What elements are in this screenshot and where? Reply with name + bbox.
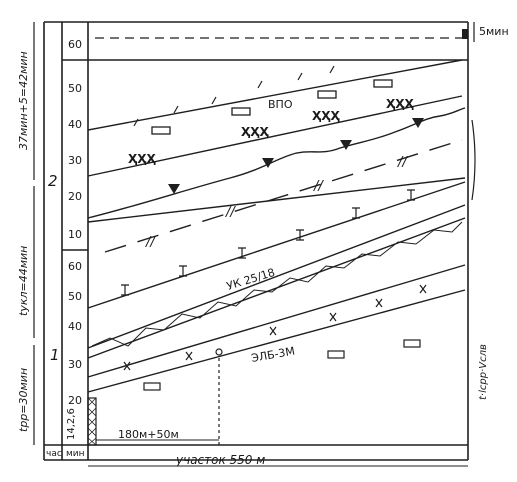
tick-label: 10 bbox=[68, 228, 82, 241]
unit-hour: час bbox=[46, 449, 62, 459]
quantity-label: 2 bbox=[48, 172, 58, 190]
tick-label: 40 bbox=[68, 118, 82, 131]
down-arrow-icon bbox=[168, 184, 180, 194]
tick-label: 50 bbox=[68, 82, 82, 95]
right-bracket bbox=[471, 119, 476, 201]
svg-text://: // bbox=[145, 235, 156, 250]
machine-icon bbox=[403, 339, 421, 348]
elb-label: ЭЛБ-3М bbox=[250, 345, 296, 365]
hour-mark-1: 1 bbox=[50, 346, 60, 364]
line-upper-wave bbox=[87, 107, 466, 219]
machine-icon bbox=[143, 382, 161, 391]
label-trr: tрр=30мин bbox=[17, 368, 30, 432]
worker-group-icon: ҲҲҲ bbox=[241, 125, 270, 139]
uk-zigzag-truss bbox=[91, 221, 463, 347]
svg-text://: // bbox=[397, 155, 408, 170]
start-hatch-pattern bbox=[87, 397, 97, 446]
svg-text://: // bbox=[313, 179, 324, 194]
right-side-label: t·lсрр·Vслв bbox=[478, 344, 489, 400]
upper-dash-marks: // // // // bbox=[145, 155, 408, 250]
down-arrow-icon bbox=[340, 140, 352, 150]
start-hatch-block bbox=[87, 397, 97, 446]
five-minute-marker bbox=[462, 29, 468, 39]
tick-label: 60 bbox=[68, 260, 82, 273]
tick-label: 40 bbox=[68, 320, 82, 333]
line-uk-lower bbox=[87, 204, 466, 349]
uk-schedule-lines bbox=[87, 181, 466, 359]
vpo-label: ВПО bbox=[268, 98, 293, 111]
elb-schedule-lines bbox=[87, 264, 466, 393]
dimension-point bbox=[215, 348, 223, 356]
wave-arrows bbox=[168, 118, 424, 194]
uk-i-marks bbox=[121, 189, 415, 296]
machine-icon bbox=[231, 107, 251, 116]
vpo-machine-icons bbox=[151, 79, 393, 135]
tick-label: 30 bbox=[68, 358, 82, 371]
diagram-frame bbox=[43, 21, 469, 461]
tick-label: 14,2,6 bbox=[66, 408, 77, 440]
unit-minute: мин bbox=[66, 449, 85, 459]
machine-icon bbox=[151, 126, 171, 135]
down-arrow-icon bbox=[262, 158, 274, 168]
elb-cross-marks bbox=[123, 284, 427, 371]
label-upper-duration: 37мин+5=42мин bbox=[17, 51, 30, 150]
minute-axis-upper: 60 50 40 30 20 10 bbox=[68, 38, 82, 241]
uk-label: УК 25/18 bbox=[225, 266, 276, 293]
machine-icon bbox=[317, 90, 337, 99]
worker-group-marks: ҲҲҲ ҲҲҲ ҲҲҲ ҲҲҲ bbox=[128, 97, 415, 166]
dimension-note: 180м+50м bbox=[118, 428, 179, 441]
worker-group-icon: ҲҲҲ bbox=[312, 109, 341, 123]
down-arrow-icon bbox=[412, 118, 424, 128]
line-upper-a bbox=[87, 59, 463, 131]
line-upper-dashed bbox=[104, 139, 463, 253]
section-label: участок 550 м bbox=[175, 453, 265, 467]
line-upper-b bbox=[87, 95, 463, 177]
line-upper-bottom bbox=[87, 177, 466, 223]
machine-icon bbox=[327, 350, 345, 359]
elb-machine-icons bbox=[143, 339, 421, 391]
svg-text://: // bbox=[225, 205, 236, 220]
vpo-slash-marks bbox=[133, 65, 335, 127]
line-elb-a bbox=[87, 289, 466, 393]
machine-icon bbox=[373, 79, 393, 88]
worker-group-icon: ҲҲҲ bbox=[128, 152, 157, 166]
tick-label: 20 bbox=[68, 394, 82, 407]
line-uk-upper bbox=[87, 181, 466, 309]
tick-label: 20 bbox=[68, 190, 82, 203]
tick-label: 60 bbox=[68, 38, 82, 51]
upper-schedule-lines bbox=[87, 59, 466, 253]
line-elb-b bbox=[87, 264, 466, 378]
label-tukl: tукл=44мин bbox=[17, 246, 30, 316]
worker-group-icon: ҲҲҲ bbox=[386, 97, 415, 111]
five-minute-label: 5мин bbox=[479, 25, 509, 38]
tick-label: 50 bbox=[68, 290, 82, 303]
tick-label: 30 bbox=[68, 154, 82, 167]
minute-axis-lower: 60 50 40 30 20 14,2,6 bbox=[66, 260, 82, 440]
